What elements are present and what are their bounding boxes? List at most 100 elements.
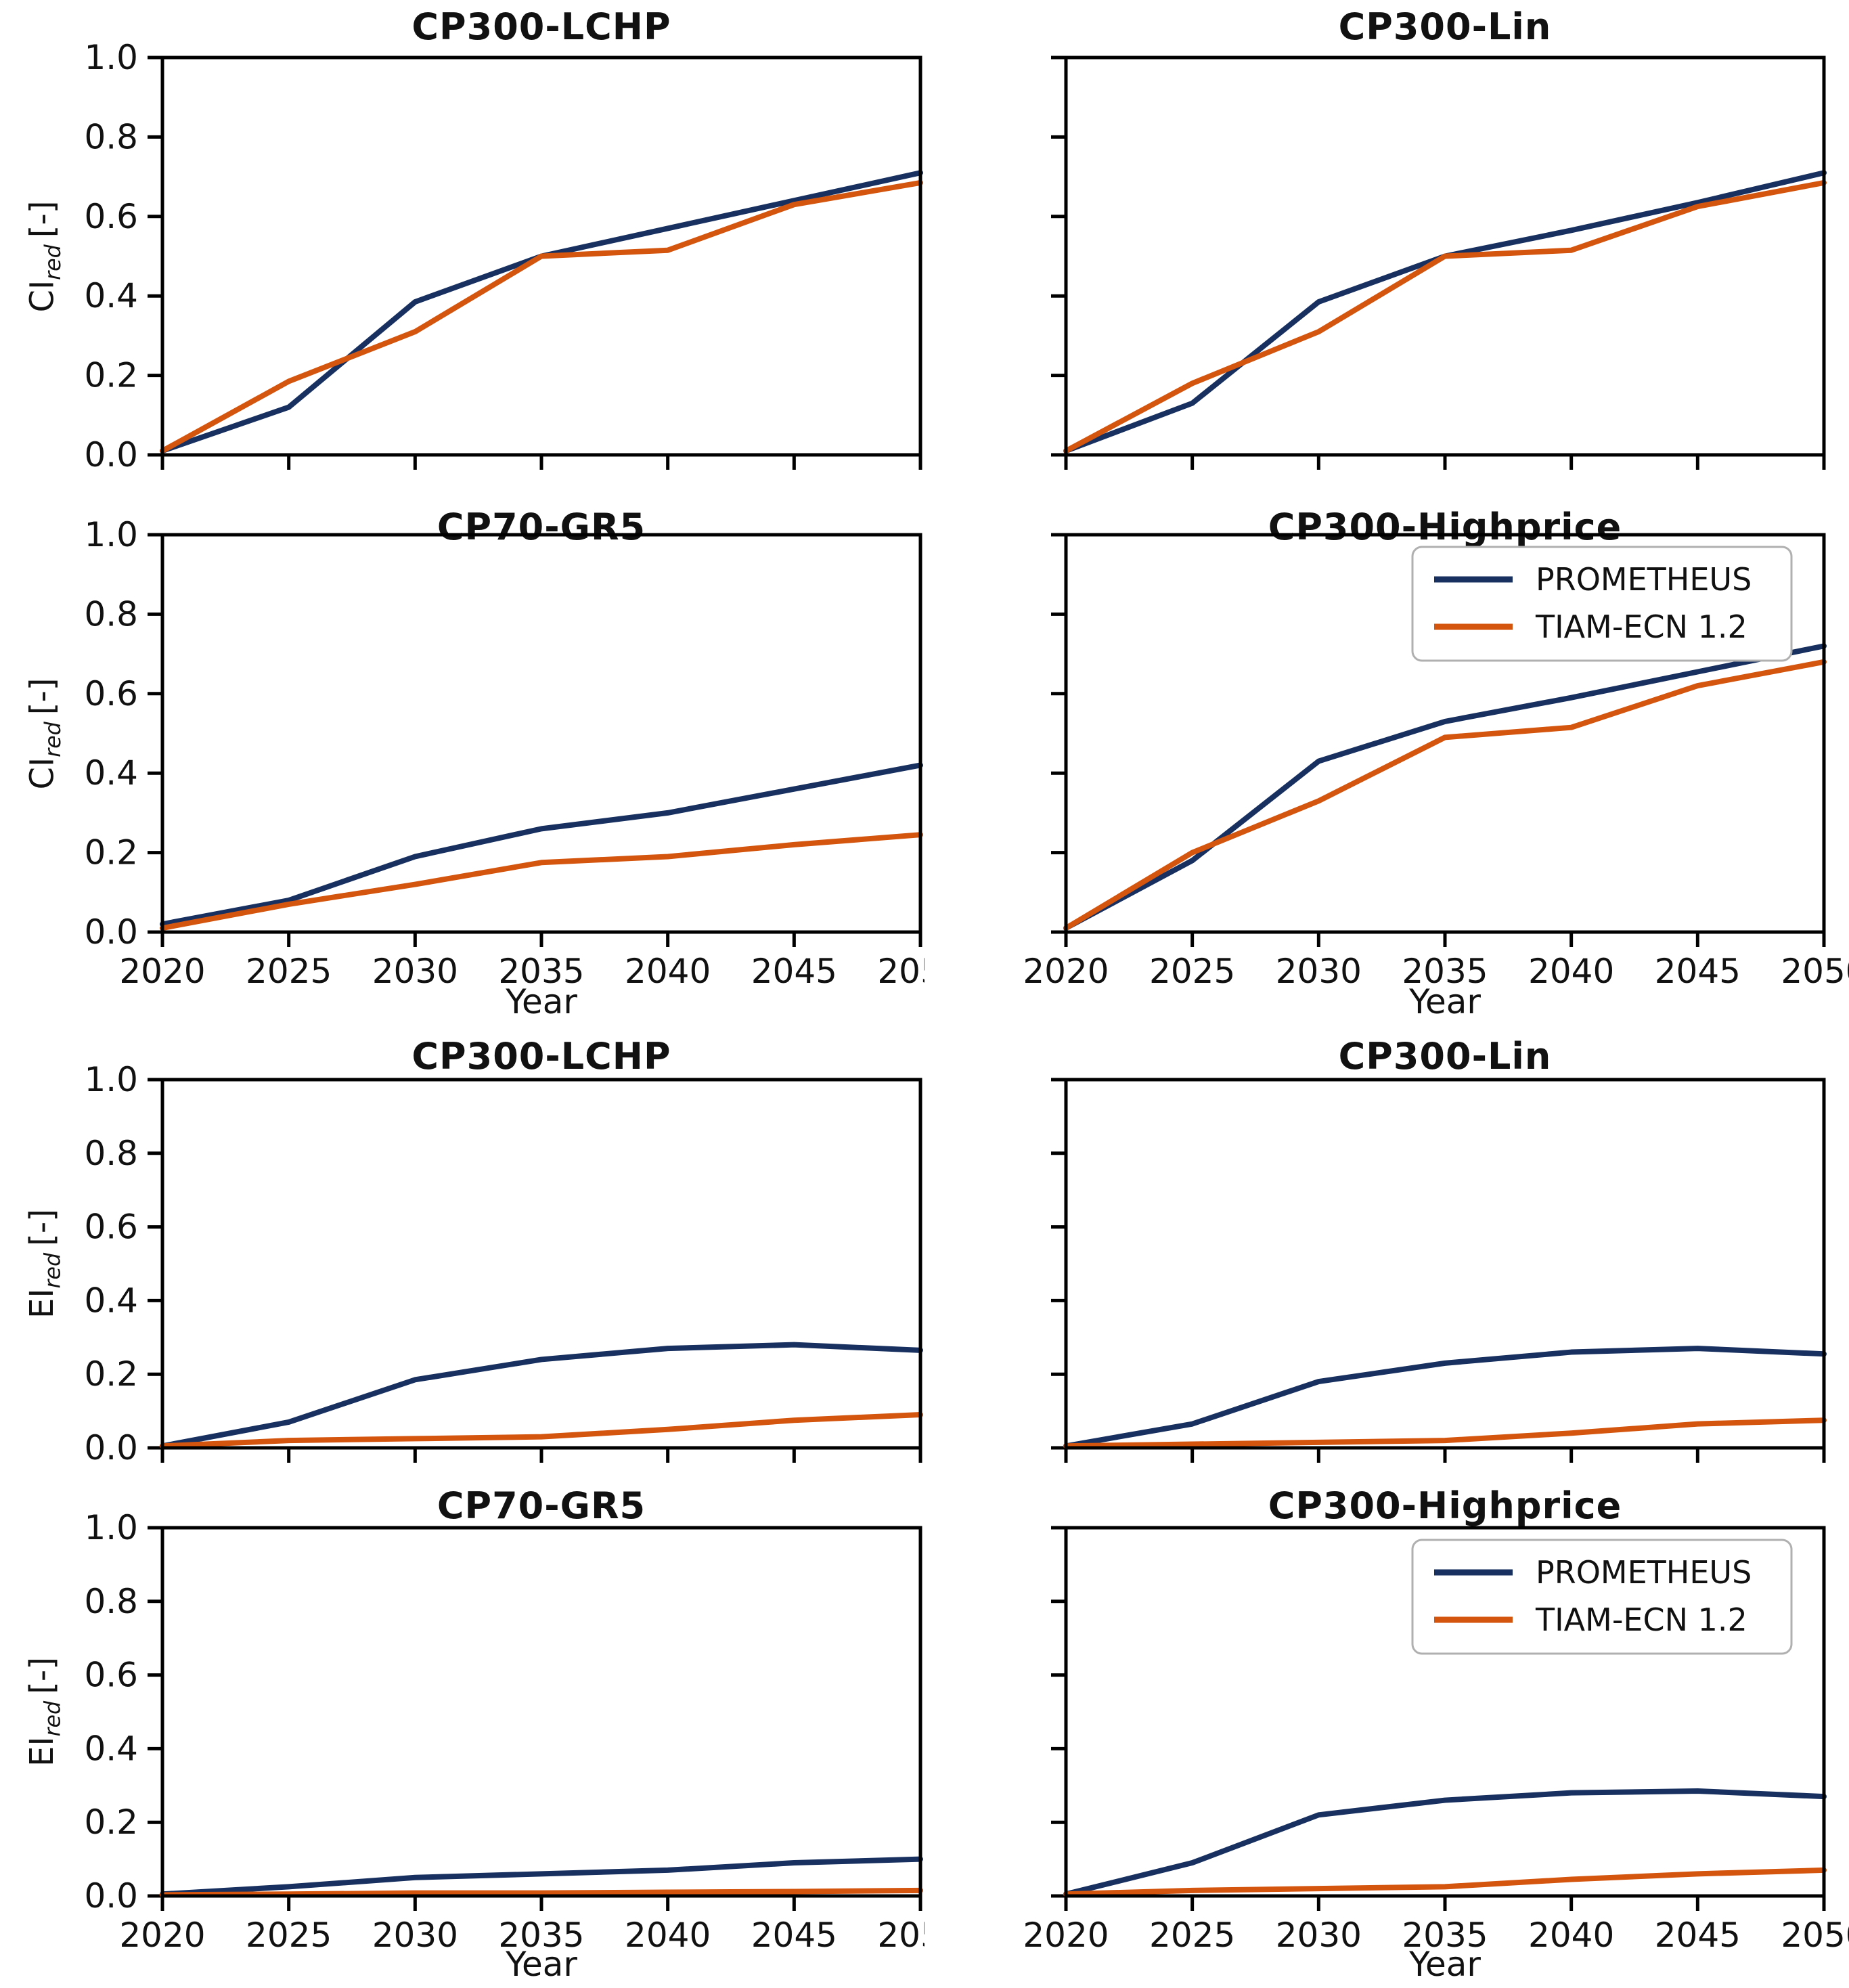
- y-tick-label: 0.8: [84, 594, 138, 634]
- x-tick-label: 2020: [1023, 1916, 1109, 1955]
- plot-canvas: 2020 2025 2030 2035 2040 2045 2050 PROMETHEUS TI…: [1023, 533, 1849, 991]
- plot-canvas: [1051, 56, 1827, 470]
- y-tick-label: 1.0: [84, 1508, 138, 1547]
- y-ticks: [148, 56, 162, 457]
- plot-canvas: 2020 2025 2030 2035 2040 2045 2050 PROMETHEUS TI…: [1023, 1526, 1849, 1955]
- x-ticks: [160, 1448, 922, 1463]
- chart-row: CP70-GR5 EIred[-] 0.0 0.2 0.4 0.6 0.8 1.0 2020…: [0, 1479, 1849, 1988]
- y-tick-label: 0.2: [84, 1803, 138, 1842]
- y-tick-label: 0.0: [84, 1876, 138, 1916]
- legend-box: [1411, 1539, 1793, 1655]
- x-tick-label: 2050: [1781, 952, 1849, 991]
- y-tick-label: 0.4: [84, 753, 138, 793]
- series-line-prometheus: [160, 1342, 923, 1449]
- x-ticks: [1064, 1448, 1826, 1463]
- plot-border: [160, 533, 922, 934]
- plot-border: [160, 56, 922, 457]
- x-ticks: [1064, 932, 1826, 947]
- chart-title: CP300-LCHP: [411, 1035, 671, 1078]
- chart-row: CP300-LCHP CIred[-] 0.0 0.2 0.4 0.6 0.8 1.0 C…: [0, 0, 1849, 498]
- plot-canvas: 0.0 0.2 0.4 0.6 0.8 1.0 2020 2025 2030 2035 2040 20…: [84, 515, 925, 991]
- series-line-prometheus: [1063, 1346, 1827, 1449]
- x-tick-label: 2045: [1655, 1916, 1741, 1955]
- plot-canvas: 0.0 0.2 0.4 0.6 0.8 1.0 2020 2025 2030 2035 2040 20…: [84, 1508, 925, 1955]
- y-ticks: [148, 533, 162, 934]
- y-ticks: [1051, 1078, 1066, 1450]
- subplot-ci-cp70-gr5: CP70-GR5 CIred[-] 0.0 0.2 0.4 0.6 0.8 1.0 2020…: [0, 498, 925, 1025]
- series-line-tiam-ecn-1-2: [1063, 1417, 1827, 1449]
- series-line-tiam-ecn-1-2: [160, 1412, 923, 1449]
- y-tick-label: 0.2: [84, 356, 138, 395]
- plot-border: [1064, 56, 1826, 457]
- series-line-prometheus: [160, 762, 923, 927]
- series-line-prometheus: [1063, 643, 1827, 931]
- x-tick-label: 2030: [372, 952, 458, 991]
- y-tick-label: 0.0: [84, 1428, 138, 1467]
- plot-border: [160, 1526, 922, 1898]
- series-line-tiam-ecn-1-2: [1063, 1867, 1827, 1897]
- x-tick-label: 2040: [1528, 1916, 1614, 1955]
- series-line-tiam-ecn-1-2: [1063, 179, 1827, 454]
- x-ticks: [1064, 455, 1826, 470]
- subplot-ei-cp300-lin: CP300-Lin: [925, 1025, 1849, 1479]
- subplot-ei-cp300-lchp: CP300-LCHP EIred[-] 0.0 0.2 0.4 0.6 0.8 1.0: [0, 1025, 925, 1479]
- y-ticks: [1051, 533, 1066, 934]
- y-tick-label: 0.0: [84, 912, 138, 952]
- y-tick-label: 0.6: [84, 674, 138, 713]
- x-tick-label: 2030: [372, 1916, 458, 1955]
- legend-label-prometheus: PROMETHEUS: [1536, 561, 1752, 598]
- x-ticks: [160, 932, 922, 947]
- plot-border: [1064, 1526, 1826, 1898]
- x-tick-label: 2035: [498, 1916, 584, 1955]
- series-line-tiam-ecn-1-2: [160, 832, 923, 931]
- series-line-tiam-ecn-1-2: [1063, 659, 1827, 931]
- x-ticks: [1064, 1896, 1826, 1911]
- chart-title: CP300-Highprice: [1268, 506, 1622, 548]
- x-axis-label: Year: [1409, 982, 1481, 1021]
- chart-title: CP70-GR5: [437, 1484, 646, 1527]
- subplot-ci-cp300-lin: CP300-Lin: [925, 0, 1849, 498]
- y-tick-label: 1.0: [84, 1060, 138, 1099]
- chart-row: CP300-LCHP EIred[-] 0.0 0.2 0.4 0.6 0.8 1.0 C…: [0, 1025, 1849, 1479]
- plot-canvas: [1051, 1078, 1827, 1463]
- x-tick-label: 2050: [877, 952, 925, 991]
- y-ticks: [1051, 1526, 1066, 1898]
- series-line-prometheus: [1063, 170, 1827, 454]
- y-tick-label: 0.8: [84, 117, 138, 156]
- x-tick-label: 2040: [625, 952, 711, 991]
- y-ticks: [1051, 56, 1066, 457]
- legend-label-tiam-ecn-1-2: TIAM-ECN 1.2: [1535, 609, 1747, 645]
- x-tick-label: 2040: [625, 1916, 711, 1955]
- subplot-ei-cp300-highprice: CP300-Highprice 2020 2025 2030 2035 2040 2045…: [925, 1479, 1849, 1988]
- series-line-prometheus: [160, 170, 923, 454]
- y-ticks: [148, 1526, 162, 1898]
- legend: PROMETHEUS TIAM-ECN 1.2: [1411, 546, 1793, 662]
- x-tick-label: 2020: [1023, 952, 1109, 991]
- x-tick-label: 2020: [119, 952, 205, 991]
- subplot-ci-cp300-lchp: CP300-LCHP CIred[-] 0.0 0.2 0.4 0.6 0.8 1.0: [0, 0, 925, 498]
- chart-title: CP70-GR5: [437, 506, 646, 548]
- y-tick-label: 1.0: [84, 515, 138, 554]
- x-tick-label: 2025: [1149, 1916, 1235, 1955]
- series-line-prometheus: [1063, 1788, 1827, 1897]
- x-axis-label: Year: [506, 1945, 577, 1984]
- x-tick-label: 2050: [877, 1916, 925, 1955]
- chart-title: CP300-LCHP: [411, 5, 671, 48]
- y-tick-label: 0.4: [84, 1729, 138, 1768]
- y-tick-label: 0.6: [84, 1208, 138, 1247]
- y-tick-label: 0.6: [84, 1656, 138, 1695]
- plot-canvas: 0.0 0.2 0.4 0.6 0.8 1.0: [84, 38, 923, 474]
- x-tick-label: 2035: [1402, 1916, 1488, 1955]
- series-line-tiam-ecn-1-2: [160, 1887, 923, 1898]
- x-ticks: [160, 455, 922, 470]
- series-line-prometheus: [160, 1856, 923, 1897]
- y-tick-label: 0.8: [84, 1582, 138, 1621]
- x-tick-label: 2035: [498, 952, 584, 991]
- x-axis-label: Year: [1409, 1945, 1481, 1984]
- x-tick-label: 2045: [751, 1916, 837, 1955]
- chart-title: CP300-Lin: [1338, 5, 1552, 48]
- y-tick-label: 0.4: [84, 276, 138, 315]
- plot-border: [160, 1078, 922, 1450]
- chart-title: CP300-Lin: [1338, 1035, 1552, 1078]
